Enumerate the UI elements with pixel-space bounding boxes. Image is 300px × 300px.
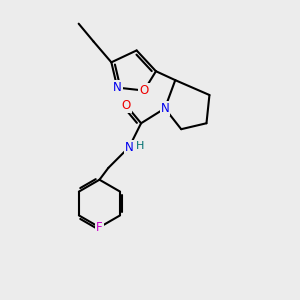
Text: N: N	[113, 81, 122, 94]
Text: N: N	[125, 140, 134, 154]
Text: O: O	[122, 99, 131, 112]
Text: O: O	[140, 84, 149, 97]
Text: F: F	[96, 221, 103, 234]
Text: N: N	[160, 102, 169, 115]
Text: H: H	[136, 140, 145, 151]
